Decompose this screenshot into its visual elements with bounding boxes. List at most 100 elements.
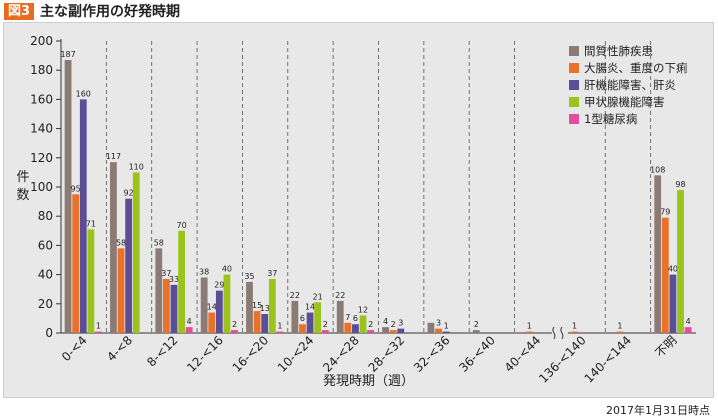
bar xyxy=(299,324,306,333)
y-tick-label: 180 xyxy=(30,63,53,77)
bar xyxy=(344,322,352,333)
bar-value-label: 37 xyxy=(161,269,171,278)
bar-value-label: 4 xyxy=(686,317,691,326)
bar xyxy=(132,172,140,333)
bar-value-label: 2 xyxy=(323,320,328,329)
figure-title: 主な副作用の好発時期 xyxy=(40,4,181,20)
bar-value-label: 187 xyxy=(60,50,75,59)
bar-value-label: 2 xyxy=(368,320,373,329)
axis-break-mark xyxy=(552,326,556,340)
y-tick-label: 200 xyxy=(30,34,53,48)
bar xyxy=(677,189,684,333)
bar-value-label: 29 xyxy=(214,281,224,290)
x-tick-label: 32-<36 xyxy=(411,333,453,375)
legend-label: 大腸炎、重度の下痢 xyxy=(584,61,688,75)
y-tick-label: 140 xyxy=(30,122,53,136)
bar xyxy=(525,331,533,333)
bar xyxy=(95,331,102,333)
bar xyxy=(397,328,405,333)
bar xyxy=(427,322,435,333)
x-tick-label: 0-<4 xyxy=(59,333,90,364)
bar xyxy=(352,324,359,333)
bar xyxy=(472,330,480,333)
bar xyxy=(178,230,185,333)
bar xyxy=(314,302,322,333)
bar-value-label: 110 xyxy=(129,162,144,171)
bar xyxy=(110,162,117,333)
bar xyxy=(571,331,579,333)
x-tick-label: 28-<32 xyxy=(366,333,408,375)
bar xyxy=(215,290,223,333)
bar xyxy=(253,311,261,333)
y-tick-label: 40 xyxy=(38,268,53,282)
bar xyxy=(117,248,125,333)
bar xyxy=(268,278,276,333)
x-tick-label: 36-<40 xyxy=(456,333,498,375)
axis-break-mark xyxy=(560,326,564,340)
bar-value-label: 92 xyxy=(124,189,134,198)
y-tick-label: 0 xyxy=(45,326,53,340)
bar-chart: 020406080100120140160180200件数18795160711… xyxy=(16,34,696,389)
bar xyxy=(435,328,442,333)
bar-value-label: 3 xyxy=(398,319,403,328)
x-tick-label: 136-<140 xyxy=(536,333,588,385)
bar xyxy=(200,277,208,333)
legend-swatch xyxy=(569,114,579,124)
x-tick-label: 24-<28 xyxy=(320,333,362,375)
bar xyxy=(79,99,87,334)
bar xyxy=(382,327,389,333)
bar-value-label: 40 xyxy=(668,265,678,274)
legend-label: 間質性肺疾患 xyxy=(584,44,653,58)
bar-value-label: 35 xyxy=(244,272,254,281)
bar-value-label: 1 xyxy=(617,322,622,331)
bar-value-label: 160 xyxy=(76,89,91,98)
x-tick-label: 40-<44 xyxy=(502,333,544,375)
legend-label: 肝機能障害、肝炎 xyxy=(584,78,676,92)
bar xyxy=(231,330,238,333)
x-tick-label: 8-<12 xyxy=(144,333,180,369)
bar-value-label: 1 xyxy=(444,322,449,331)
bar-value-label: 117 xyxy=(106,152,121,161)
bar-value-label: 22 xyxy=(290,291,300,300)
bar-value-label: 22 xyxy=(335,291,345,300)
footnote: 2017年1月31日時点 xyxy=(606,404,710,417)
bar-value-label: 15 xyxy=(252,301,262,310)
x-tick-label: 4-<8 xyxy=(104,333,135,364)
legend-swatch xyxy=(569,97,579,107)
bar-value-label: 71 xyxy=(86,219,96,228)
bar xyxy=(276,331,284,333)
y-tick-label: 100 xyxy=(30,180,53,194)
bar xyxy=(155,248,163,333)
bar-value-label: 7 xyxy=(345,313,350,322)
x-tick-label: 12-<16 xyxy=(184,333,226,375)
bar-value-label: 2 xyxy=(232,320,237,329)
bar xyxy=(170,284,178,333)
bar-value-label: 2 xyxy=(391,320,396,329)
bar xyxy=(684,327,692,333)
bar xyxy=(125,198,133,333)
x-tick-label: 不明 xyxy=(653,333,680,360)
x-tick-label: 16-<20 xyxy=(230,333,272,375)
bar-value-label: 79 xyxy=(660,208,670,217)
bar xyxy=(246,281,253,333)
y-tick-label: 160 xyxy=(30,92,53,106)
bar-value-label: 2 xyxy=(474,320,479,329)
y-tick-label: 60 xyxy=(38,238,53,252)
bar xyxy=(223,274,231,333)
axis-break-gap xyxy=(551,325,568,341)
bar xyxy=(291,300,299,333)
bar-value-label: 95 xyxy=(71,184,81,193)
bar xyxy=(162,278,170,333)
legend-label: 1型糖尿病 xyxy=(584,112,638,126)
bar-value-label: 70 xyxy=(176,221,186,230)
y-tick-label: 120 xyxy=(30,151,53,165)
x-tick-label: 10-<24 xyxy=(275,333,317,375)
legend-swatch xyxy=(569,63,579,73)
bar xyxy=(321,330,329,333)
bar-value-label: 40 xyxy=(222,265,232,274)
bar xyxy=(661,217,669,333)
bar xyxy=(261,314,269,333)
bar-value-label: 33 xyxy=(169,275,179,284)
bar-value-label: 12 xyxy=(358,305,368,314)
x-tick-label: 140-<144 xyxy=(582,333,634,385)
